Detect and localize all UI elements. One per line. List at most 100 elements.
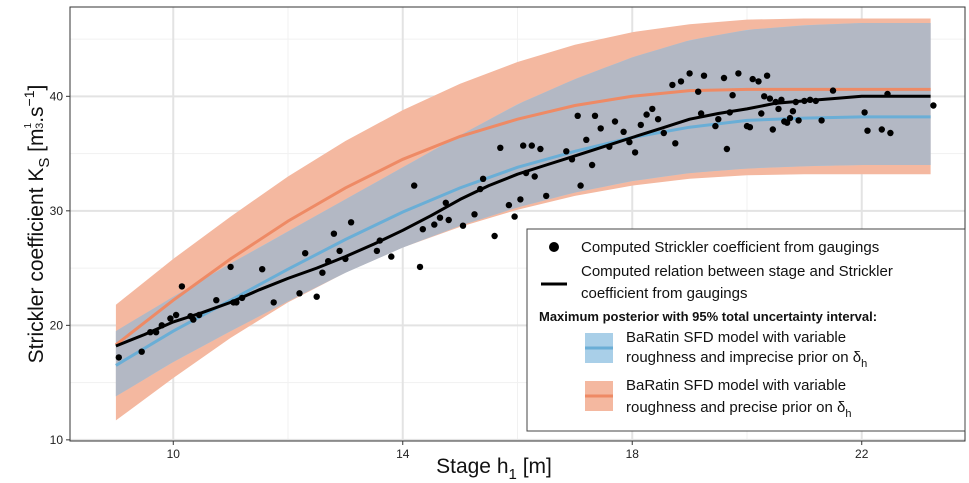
gauging-points (115, 70, 937, 361)
gauging-point (930, 102, 937, 109)
x-tick-label: 22 (855, 447, 869, 461)
tick-labels: 10 14 18 22 10 20 30 40 (50, 89, 869, 461)
legend-points-label: Computed Strickler coefficient from gaug… (581, 239, 879, 256)
x-tick-label: 18 (626, 447, 640, 461)
gauging-point (497, 144, 504, 151)
gauging-point (772, 98, 779, 106)
gauging-point (520, 142, 527, 149)
y-axis-title: Strickler coefficient KS [m13.s−1] (21, 85, 53, 364)
gauging-point (577, 182, 584, 189)
gauging-point (761, 93, 768, 100)
gauging-point (654, 116, 662, 123)
gauging-point (758, 110, 765, 117)
legend-orange-label-2: roughness and precise prior on δh (626, 399, 851, 420)
gauging-point (795, 117, 802, 124)
gauging-point (861, 109, 868, 116)
gauging-point (330, 230, 338, 237)
gauging-point (388, 253, 395, 260)
gauging-point (319, 269, 326, 276)
gauging-point (531, 173, 538, 180)
gauging-point (720, 74, 728, 82)
gauging-point (227, 263, 234, 271)
gauging-point (700, 72, 708, 79)
gauging-point (325, 258, 332, 265)
gauging-point (411, 182, 418, 189)
gauging-point (818, 117, 825, 124)
gauging-point (505, 201, 513, 209)
gauging-point (416, 263, 424, 271)
gauging-point (563, 148, 570, 155)
gauging-point (238, 294, 246, 302)
svg-text:Strickler coefficient KS [m13.: Strickler coefficient KS [m13.s−1] (21, 85, 53, 364)
gauging-point (296, 290, 303, 297)
gauging-point (259, 266, 266, 273)
gauging-point (190, 316, 197, 323)
gauging-point (152, 329, 160, 336)
gauging-point (517, 196, 524, 203)
gauging-point (783, 119, 791, 126)
gauging-point (588, 161, 596, 169)
gauging-point (723, 145, 731, 153)
y-tick-label: 10 (50, 433, 64, 447)
gauging-point (789, 108, 797, 115)
gauging-point (735, 70, 742, 77)
x-tick-label: 10 (167, 447, 181, 461)
gauging-point (637, 121, 644, 129)
gauging-point (626, 138, 633, 146)
gauging-point (431, 221, 438, 228)
gauging-point (522, 169, 530, 177)
gauging-point (649, 105, 656, 113)
gauging-point (574, 112, 581, 120)
gauging-point (138, 348, 145, 355)
gauging-point (755, 78, 762, 85)
gauging-point (347, 219, 355, 226)
gauging-point (887, 129, 894, 137)
gauging-point (445, 216, 452, 224)
gauging-point (543, 192, 550, 200)
gauging-point (792, 98, 799, 106)
gauging-point (471, 211, 478, 218)
legend-line-label-2: coefficient from gaugings (581, 285, 748, 302)
gauging-point (373, 247, 381, 255)
gauging-point (442, 199, 449, 206)
gauging-point (479, 175, 487, 182)
legend-posterior-title: Maximum posterior with 95% total uncerta… (539, 309, 877, 324)
gauging-point (528, 142, 535, 149)
gauging-point (213, 297, 220, 304)
gauging-point (660, 129, 667, 137)
gauging-point (829, 87, 837, 94)
gauging-point (376, 237, 383, 244)
legend-points-key (549, 242, 559, 252)
gauging-point (769, 126, 776, 133)
gauging-point (746, 124, 754, 131)
legend-blue-label-2: roughness and imprecise prior on δh (626, 349, 867, 370)
gauging-point (172, 311, 180, 319)
gauging-point (766, 95, 774, 102)
uncertainty-bands (115, 18, 931, 421)
gauging-point (606, 143, 613, 150)
gauging-point (313, 293, 320, 300)
gauging-point (763, 72, 771, 79)
gauging-point (712, 122, 719, 130)
gauging-point (477, 185, 484, 193)
gauging-point (591, 112, 599, 120)
y-tick-label: 30 (50, 204, 64, 218)
gauging-point (806, 96, 814, 104)
gauging-point (631, 149, 639, 156)
line-gauging-relation (115, 94, 931, 348)
gauging-point (775, 105, 782, 113)
gauging-point (677, 78, 685, 85)
gauging-point (568, 156, 576, 163)
legend-blue-label-1: BaRatin SFD model with variable (626, 329, 846, 346)
gauging-point (697, 110, 705, 117)
legend-orange-label-1: BaRatin SFD model with variable (626, 377, 846, 394)
gauging-point (436, 214, 444, 221)
gauging-point (537, 145, 544, 153)
gauging-point (302, 250, 309, 257)
band-overlap (115, 23, 931, 397)
gauging-point (167, 315, 174, 322)
gauging-point (336, 247, 343, 255)
gauging-point (801, 97, 808, 105)
gauging-point (583, 136, 590, 143)
